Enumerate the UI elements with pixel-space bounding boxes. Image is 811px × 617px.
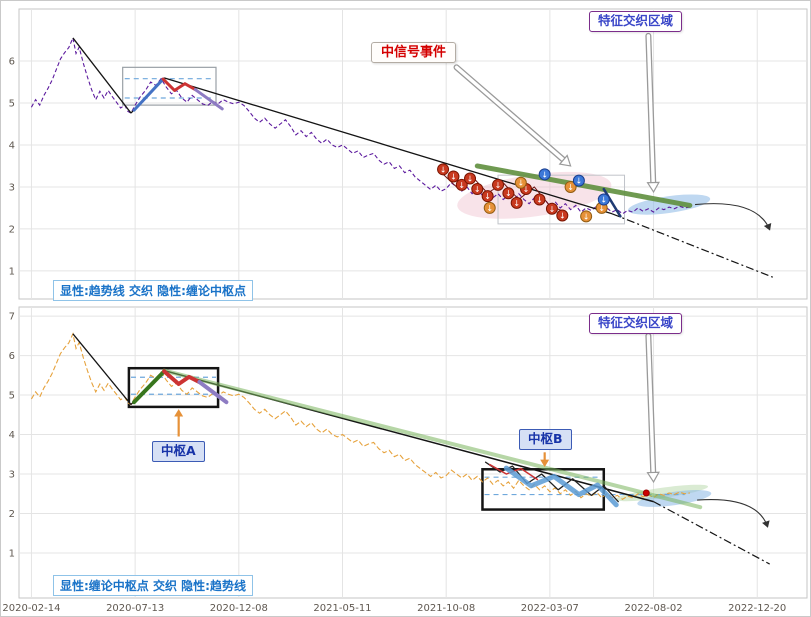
y-tick-label: 6: [9, 351, 15, 362]
trend-line: [72, 37, 132, 114]
y-tick-label: 2: [9, 224, 15, 235]
hollow-arrow-fill: [454, 65, 566, 162]
stroke-segment: [132, 369, 167, 405]
stroke-segment: [474, 163, 693, 208]
signal-marker-glyph: ↓: [505, 189, 512, 198]
signal-marker-glyph: ↓: [486, 204, 493, 213]
signal-marker-glyph: ↓: [536, 196, 543, 205]
signal-marker-glyph: ↓: [598, 204, 605, 213]
y-tick-label: 5: [9, 391, 15, 402]
signal-marker-red: [556, 209, 569, 222]
pivot-a-label: 中枢A: [152, 441, 205, 462]
signal-marker-glyph: ↓: [523, 185, 530, 194]
y-tick-label: 2: [9, 509, 15, 520]
stroke-segment: [161, 77, 197, 92]
signal-marker-glyph: ↓: [541, 170, 548, 179]
x-tick-label: 2020-12-08: [210, 603, 268, 614]
trend-line: [72, 333, 132, 405]
stroke-segment: [197, 380, 229, 405]
signal-marker-glyph: ↓: [559, 211, 566, 220]
y-tick-label: 4: [9, 140, 15, 151]
signal-marker-red: [545, 202, 558, 215]
pivot-b-label: 中枢B: [519, 429, 572, 450]
signal-event-label: 中信号事件: [371, 42, 457, 63]
signal-marker-glyph: ↓: [495, 181, 502, 190]
signal-marker-red: [447, 170, 460, 183]
signal-marker-red: [533, 193, 546, 206]
y-tick-label: 7: [9, 312, 15, 323]
hollow-arrow-fill: [646, 34, 655, 185]
y-tick-label: 5: [9, 99, 15, 110]
y-tick-label: 6: [9, 57, 15, 68]
trend-line: [653, 501, 770, 565]
feature-region-label-bottom: 特征交织区域: [589, 313, 683, 334]
y-tick-label: 3: [9, 470, 15, 481]
feature-region-label-top: 特征交织区域: [589, 11, 683, 32]
x-tick-label: 2022-03-07: [521, 603, 579, 614]
pivot-box: [122, 66, 217, 106]
signal-marker-orange: [580, 210, 593, 223]
y-tick-label: 4: [9, 430, 15, 441]
stroke-segment: [132, 77, 165, 112]
signal-marker-glyph: ↓: [600, 196, 607, 205]
signal-marker-blue: [538, 168, 551, 181]
y-tick-label: 3: [9, 182, 15, 193]
signal-marker-glyph: ↓: [467, 175, 474, 184]
projection-curved-arrow: [694, 203, 771, 230]
y-tick-label: 1: [9, 266, 15, 277]
signal-marker-glyph: ↓: [474, 185, 481, 194]
signal-marker-glyph: ↓: [440, 165, 447, 174]
pivot-box: [127, 366, 220, 409]
x-tick-label: 2020-07-13: [106, 603, 164, 614]
stroke-segment: [162, 368, 703, 510]
stroke-segment: [602, 187, 622, 218]
signal-marker-orange: [483, 201, 496, 214]
price-line: [30, 36, 690, 215]
stroke-segment: [503, 465, 619, 508]
signal-marker-red: [492, 178, 505, 191]
x-tick-label: 2020-02-14: [2, 603, 60, 614]
signal-marker-glyph: ↓: [583, 212, 590, 221]
projection-curved-arrow: [697, 499, 769, 528]
signal-marker-red: [437, 163, 450, 176]
y-tick-label: 1: [9, 548, 15, 559]
signal-marker-blue: [597, 193, 610, 206]
plot-area: [18, 306, 808, 599]
bottom-chart-caption: 显性:缠论中枢点 交织 隐性:趋势线: [53, 575, 253, 596]
signal-marker-glyph: ↓: [450, 172, 457, 181]
trend-line: [611, 213, 774, 278]
x-tick-label: 2021-10-08: [417, 603, 475, 614]
signal-marker-glyph: ↓: [567, 183, 574, 192]
hollow-arrow-fill: [646, 334, 655, 475]
stroke-segment: [162, 369, 202, 386]
signal-marker-dot: [642, 489, 650, 497]
signal-marker-red: [471, 183, 484, 196]
highlight-ellipse: [628, 194, 711, 215]
signal-marker-red: [481, 190, 494, 203]
signal-marker-red: [502, 187, 515, 200]
pivot-box: [497, 174, 626, 225]
stroke-segment: [193, 88, 224, 111]
signal-marker-red: [510, 196, 523, 209]
signal-marker-blue: [572, 174, 585, 187]
signal-marker-glyph: ↓: [549, 205, 556, 214]
x-tick-label: 2022-08-02: [624, 603, 682, 614]
x-tick-label: 2022-12-20: [728, 603, 786, 614]
x-tick-label: 2021-05-11: [313, 603, 371, 614]
top-chart-caption: 显性:趋势线 交织 隐性:缠论中枢点: [53, 280, 253, 301]
panel-bottom: 1 2 3 4 5 6 7: [9, 306, 808, 599]
signal-marker-red: [455, 178, 468, 191]
signal-marker-orange: [564, 180, 577, 193]
signal-marker-glyph: ↓: [517, 179, 524, 188]
signal-marker-red: [464, 172, 477, 185]
signal-marker-glyph: ↓: [513, 199, 520, 208]
signal-marker-glyph: ↓: [576, 177, 583, 186]
signal-marker-glyph: ↓: [484, 192, 491, 201]
signal-marker-orange: [514, 176, 527, 189]
signal-marker-glyph: ↓: [458, 181, 465, 190]
